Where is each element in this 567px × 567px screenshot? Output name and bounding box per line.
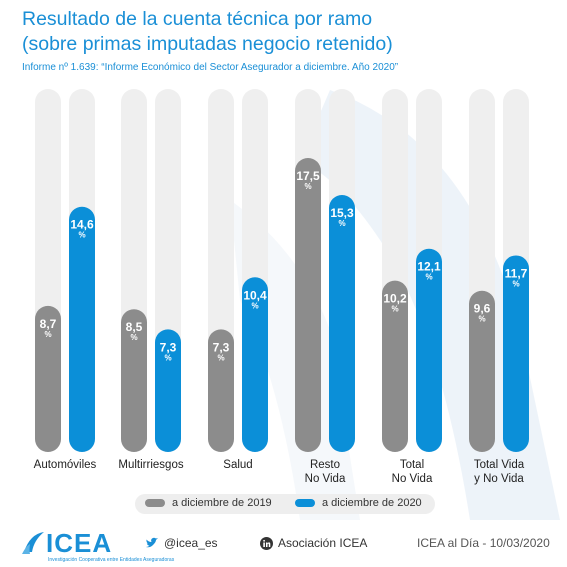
data-label-unit: %	[338, 219, 345, 228]
bar-2020	[242, 277, 268, 452]
chart-title-line2: (sobre primas imputadas negocio retenido…	[22, 33, 393, 55]
category-label: Salud	[223, 459, 252, 471]
footer-date: ICEA al Día - 10/03/2020	[417, 536, 550, 550]
linkedin-link[interactable]: Asociación ICEA	[260, 536, 367, 550]
legend-label-2019: a diciembre de 2019	[172, 497, 272, 509]
bar-2020	[69, 206, 95, 452]
data-label-unit: %	[130, 333, 137, 342]
data-label: 12,1	[417, 260, 441, 274]
data-label: 11,7	[505, 266, 528, 280]
category-label: Automóviles	[34, 459, 97, 471]
linkedin-name: Asociación ICEA	[278, 536, 368, 550]
data-label-unit: %	[304, 182, 311, 191]
bar-2019	[35, 305, 61, 452]
data-label: 15,3	[330, 206, 354, 220]
icea-logo-icon	[22, 532, 44, 554]
icea-logo[interactable]: ICEA Investigación Cooperativa entre Ent…	[20, 528, 174, 563]
data-label-unit: %	[164, 353, 171, 362]
data-label-unit: %	[391, 305, 398, 314]
data-label: 8,7	[40, 317, 57, 331]
bar-2019	[295, 158, 321, 452]
chart-subtitle: Informe nº 1.639: “Informe Económico del…	[22, 62, 399, 73]
icea-logo-tagline: Investigación Cooperativa entre Entidade…	[48, 557, 175, 563]
data-label-unit: %	[425, 273, 432, 282]
data-label: 14,6	[70, 218, 94, 232]
linkedin-icon	[260, 536, 273, 550]
twitter-handle: @icea_es	[164, 536, 218, 550]
category-label: Total Vida	[474, 459, 525, 471]
data-label: 9,6	[474, 302, 491, 316]
category-label: Resto	[310, 459, 340, 471]
data-label: 8,5	[126, 320, 143, 334]
twitter-icon	[146, 537, 158, 548]
data-label: 7,3	[160, 340, 177, 354]
data-label: 17,5	[296, 169, 320, 183]
chart-title-line1: Resultado de la cuenta técnica por ramo	[22, 8, 373, 30]
category-label: y No Vida	[474, 473, 524, 485]
category-label: Multirriesgos	[118, 459, 183, 471]
category-label: No Vida	[305, 473, 346, 485]
bar-chart: 8,7%14,6%8,5%7,3%7,3%10,4%17,5%15,3%10,2…	[34, 89, 529, 485]
bar-2020	[329, 194, 355, 452]
data-label: 10,4	[243, 288, 267, 302]
legend-swatch-2020	[295, 499, 315, 507]
data-label-unit: %	[217, 353, 224, 362]
data-label-unit: %	[251, 301, 258, 310]
data-label-unit: %	[44, 330, 51, 339]
bar-2019	[469, 290, 495, 452]
bar-2020	[503, 255, 529, 452]
legend-label-2020: a diciembre de 2020	[322, 497, 422, 509]
footer: ICEA Investigación Cooperativa entre Ent…	[0, 520, 567, 567]
icea-logo-text: ICEA	[46, 528, 113, 558]
data-label-unit: %	[478, 315, 485, 324]
twitter-link[interactable]: @icea_es	[145, 536, 218, 550]
bar-2019	[208, 329, 234, 452]
legend-swatch-2019	[145, 499, 165, 507]
category-label: Total	[400, 459, 424, 471]
data-label: 7,3	[213, 340, 230, 354]
category-label: No Vida	[392, 473, 433, 485]
legend-item-2019: a diciembre de 2019	[145, 497, 272, 509]
data-label-unit: %	[78, 231, 85, 240]
bar-2019	[121, 309, 147, 452]
data-label-unit: %	[512, 279, 519, 288]
bar-2020	[416, 248, 442, 452]
data-label: 10,2	[383, 292, 407, 306]
legend-item-2020: a diciembre de 2020	[295, 497, 422, 509]
bar-2020	[155, 329, 181, 452]
bar-2019	[382, 280, 408, 452]
legend: a diciembre de 2019 a diciembre de 2020	[135, 494, 435, 514]
